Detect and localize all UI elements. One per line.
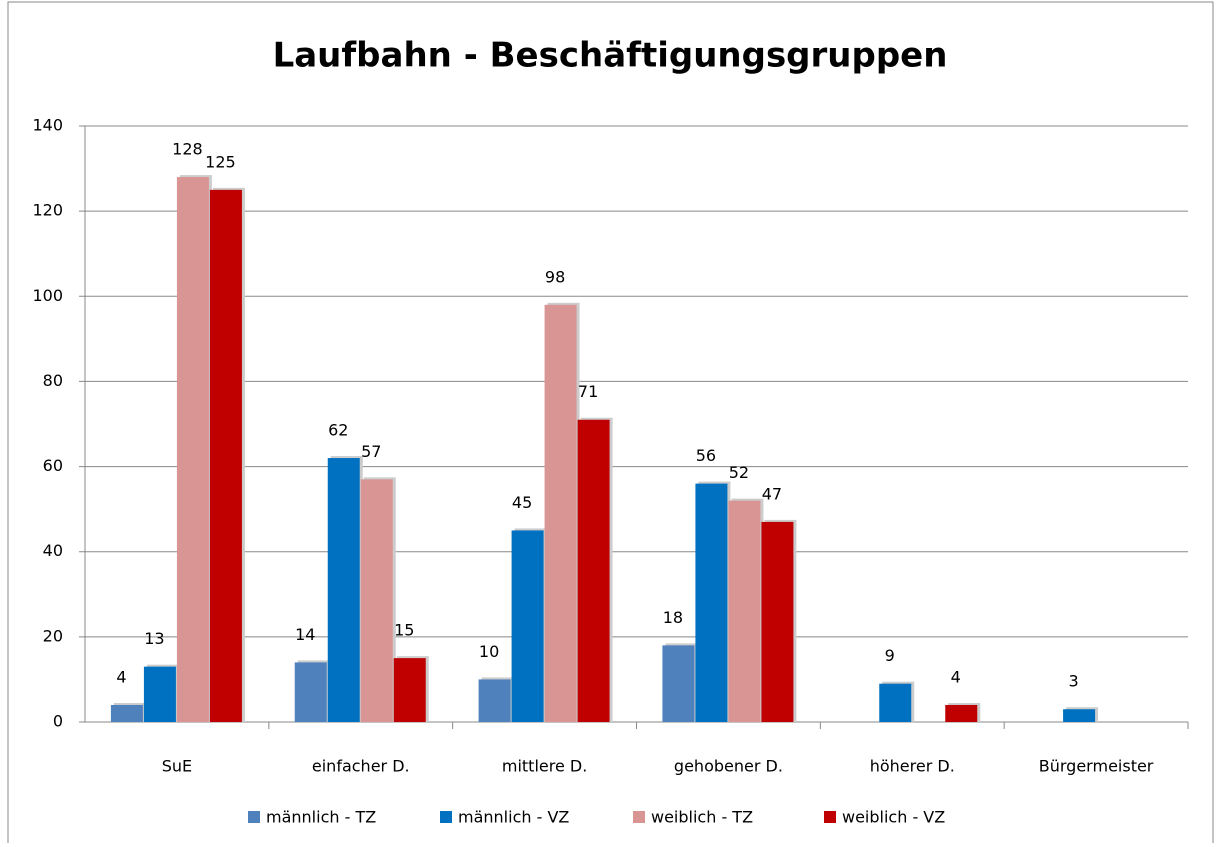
y-tick-label: 60 <box>43 456 63 475</box>
bar <box>761 521 794 722</box>
y-tick-label: 80 <box>43 371 63 390</box>
data-label: 71 <box>578 382 598 401</box>
bar <box>110 704 143 722</box>
bar <box>695 483 728 722</box>
bar <box>728 500 761 722</box>
data-label: 10 <box>479 642 499 661</box>
data-label: 56 <box>696 446 716 465</box>
data-label: 52 <box>729 463 749 482</box>
data-label: 47 <box>762 484 782 503</box>
x-tick-label: einfacher D. <box>312 757 410 776</box>
legend-label: männlich - VZ <box>458 808 569 827</box>
bar <box>945 704 978 722</box>
data-label: 98 <box>545 267 565 286</box>
data-label: 14 <box>295 625 315 644</box>
bar <box>511 530 544 722</box>
data-label: 45 <box>512 493 532 512</box>
legend-label: männlich - TZ <box>266 808 376 827</box>
bar <box>294 662 327 722</box>
bar <box>577 419 610 722</box>
y-tick-label: 40 <box>43 541 63 560</box>
bar <box>879 683 912 722</box>
bar <box>176 177 209 723</box>
legend-swatch <box>248 811 260 823</box>
bar <box>544 304 577 722</box>
bar <box>360 479 393 722</box>
data-label: 128 <box>172 140 203 159</box>
bar <box>327 458 360 722</box>
y-tick-label: 0 <box>53 712 63 731</box>
data-label: 3 <box>1068 672 1078 691</box>
bar <box>662 645 695 722</box>
bar <box>393 658 426 722</box>
y-tick-label: 20 <box>43 626 63 645</box>
x-tick-label: SuE <box>162 757 192 776</box>
data-label: 4 <box>116 667 126 686</box>
x-tick-label: mittlere D. <box>502 757 587 776</box>
data-label: 9 <box>885 646 895 665</box>
bar <box>143 666 176 722</box>
x-tick-label: gehobener D. <box>674 757 783 776</box>
y-tick-label: 140 <box>32 116 63 135</box>
data-label: 125 <box>205 152 236 171</box>
x-tick-label: höherer D. <box>870 757 955 776</box>
legend-label: weiblich - TZ <box>651 808 753 827</box>
chart-title: Laufbahn - Beschäftigungsgruppen <box>273 36 948 76</box>
y-tick-label: 120 <box>32 201 63 220</box>
data-label: 4 <box>951 667 961 686</box>
data-label: 15 <box>394 621 414 640</box>
legend-swatch <box>440 811 452 823</box>
bar <box>478 679 511 722</box>
bar <box>209 189 242 722</box>
legend-label: weiblich - VZ <box>842 808 945 827</box>
data-label: 62 <box>328 421 348 440</box>
legend-swatch <box>633 811 645 823</box>
data-label: 57 <box>361 442 381 461</box>
y-tick-label: 100 <box>32 286 63 305</box>
data-label: 18 <box>663 608 683 627</box>
bar <box>1063 709 1096 722</box>
legend-swatch <box>824 811 836 823</box>
data-label: 13 <box>144 629 164 648</box>
x-tick-label: Bürgermeister <box>1039 757 1154 776</box>
